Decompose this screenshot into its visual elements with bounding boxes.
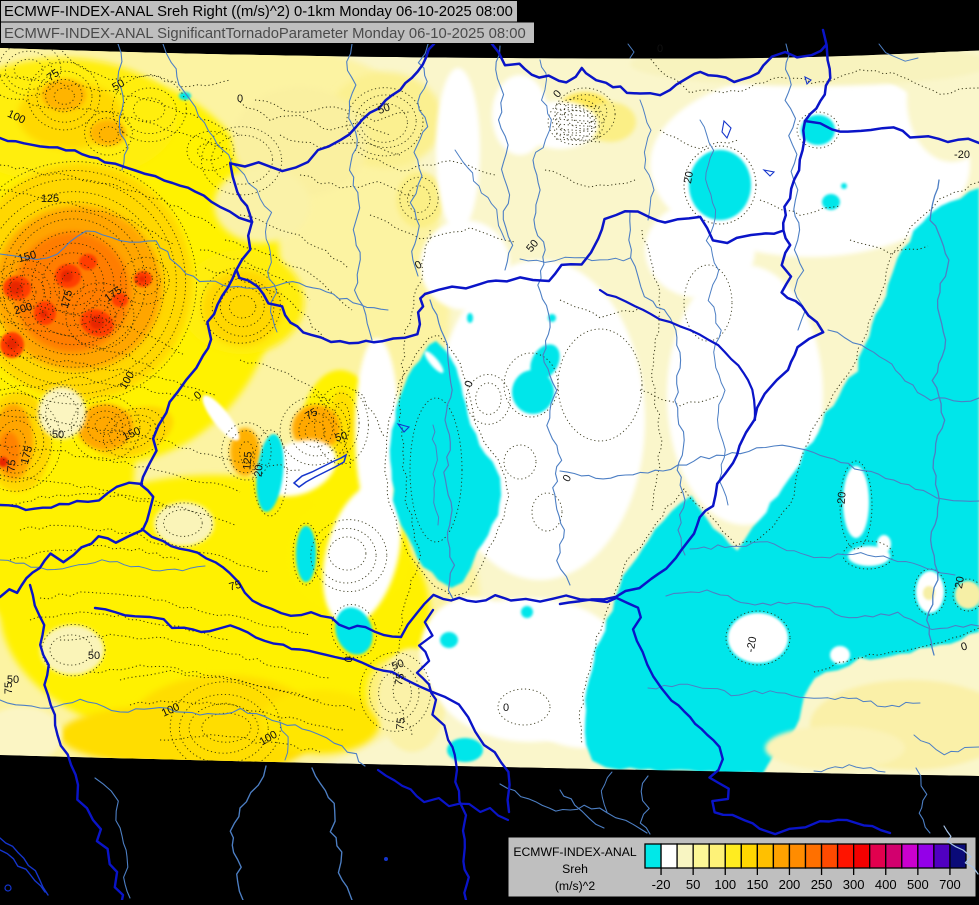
svg-text:ECMWF-INDEX-ANAL Sreh Right ((: ECMWF-INDEX-ANAL Sreh Right ((m/s)^2) 0-…: [4, 4, 513, 20]
svg-text:-20: -20: [954, 149, 970, 161]
svg-text:50: 50: [376, 101, 392, 116]
svg-text:75: 75: [393, 672, 407, 686]
svg-text:0: 0: [462, 379, 475, 389]
svg-text:250: 250: [811, 877, 833, 892]
svg-text:0: 0: [413, 259, 424, 272]
svg-text:500: 500: [907, 877, 929, 892]
svg-text:50: 50: [334, 430, 349, 445]
svg-text:ECMWF-INDEX-ANAL: ECMWF-INDEX-ANAL: [513, 845, 636, 859]
svg-text:20: 20: [682, 170, 696, 184]
svg-text:50: 50: [110, 77, 127, 94]
svg-text:175: 175: [19, 445, 35, 466]
svg-text:Sreh: Sreh: [562, 862, 588, 876]
svg-text:ECMWF-INDEX-ANAL SignificantTo: ECMWF-INDEX-ANAL SignificantTornadoParam…: [4, 26, 526, 42]
svg-text:0: 0: [237, 93, 243, 105]
svg-text:75: 75: [303, 406, 320, 423]
svg-text:50: 50: [7, 674, 19, 686]
svg-text:50: 50: [390, 657, 406, 672]
svg-text:125: 125: [41, 193, 59, 205]
svg-text:200: 200: [13, 301, 34, 317]
svg-text:75: 75: [45, 67, 62, 84]
svg-text:125: 125: [241, 451, 255, 470]
svg-text:200: 200: [779, 877, 801, 892]
svg-text:150: 150: [17, 249, 38, 265]
svg-text:75: 75: [228, 579, 243, 594]
svg-text:100: 100: [714, 877, 736, 892]
svg-text:50: 50: [88, 650, 100, 662]
svg-text:0: 0: [960, 641, 969, 654]
svg-text:0: 0: [503, 702, 509, 714]
svg-text:75: 75: [3, 682, 15, 694]
svg-text:0: 0: [657, 43, 663, 55]
svg-text:-20: -20: [835, 491, 848, 508]
svg-text:0: 0: [343, 655, 356, 663]
svg-text:150: 150: [746, 877, 768, 892]
svg-text:300: 300: [843, 877, 865, 892]
svg-text:(m/s)^2: (m/s)^2: [555, 879, 595, 893]
svg-text:175: 175: [59, 289, 75, 310]
svg-text:50: 50: [52, 429, 64, 441]
svg-text:75: 75: [6, 459, 19, 472]
svg-text:700: 700: [939, 877, 961, 892]
svg-text:0: 0: [561, 473, 574, 484]
svg-text:-20: -20: [745, 636, 760, 654]
svg-text:50: 50: [686, 877, 700, 892]
svg-text:20: 20: [253, 464, 266, 477]
svg-text:400: 400: [875, 877, 897, 892]
svg-text:20: 20: [953, 575, 967, 589]
svg-text:75: 75: [395, 717, 408, 730]
svg-text:-20: -20: [652, 877, 671, 892]
